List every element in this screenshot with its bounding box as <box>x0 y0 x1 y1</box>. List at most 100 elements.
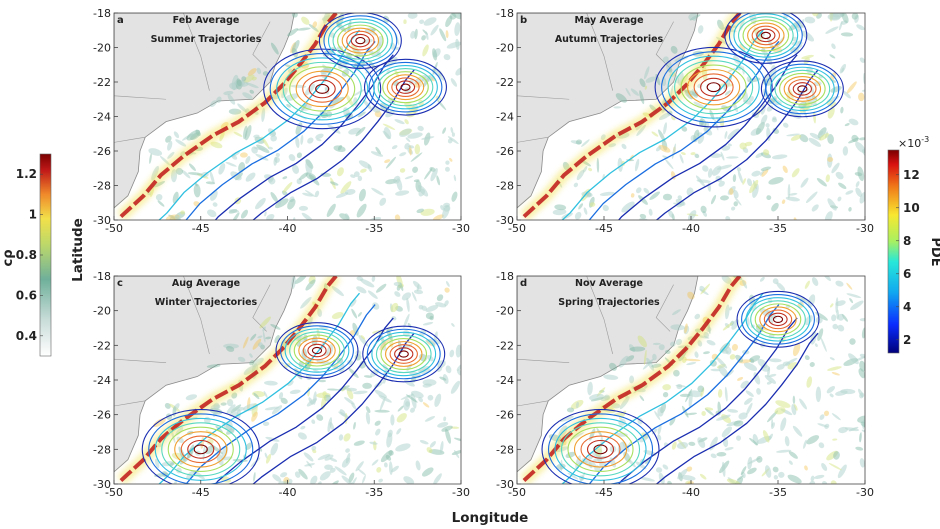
x-tick-label: -40 <box>279 222 297 235</box>
pde-contour-ring <box>377 68 434 107</box>
right-colorbar-tick-label: 2 <box>903 333 911 347</box>
pde-contour-ring <box>756 28 776 43</box>
pde-contour-ring <box>187 439 215 459</box>
pde-contour-ring <box>263 48 382 130</box>
pde-contour-ring <box>341 27 380 54</box>
state-border <box>517 95 570 100</box>
state-border <box>517 400 549 407</box>
y-tick-label: -30 <box>496 214 514 227</box>
land-mass <box>517 276 699 473</box>
pde-contour-ring <box>308 79 336 99</box>
pde-contour-ring <box>580 435 621 464</box>
y-tick-label: -18 <box>496 270 514 283</box>
pde-contour-low <box>588 41 780 220</box>
pde-contour-low <box>158 292 361 484</box>
state-border <box>252 284 271 332</box>
y-tick-label: -24 <box>496 374 514 387</box>
pde-contour-ring <box>747 22 785 49</box>
left-colorbar-tick-label: 0.4 <box>16 329 37 343</box>
left-colorbar-tick-label: 0.6 <box>16 288 37 302</box>
state-border <box>517 358 570 363</box>
right-colorbar-tick-label: 8 <box>903 234 911 248</box>
pde-contour-low <box>655 332 819 484</box>
y-tick-label: -26 <box>93 409 111 422</box>
pde-contour-ring <box>728 13 803 61</box>
y-tick-label: -20 <box>496 305 514 318</box>
x-tick-label: -50 <box>105 486 123 499</box>
pde-contour-ring <box>760 31 771 40</box>
pde-contour-ring <box>315 83 330 94</box>
y-tick-label: -22 <box>496 76 514 89</box>
state-border <box>586 13 613 91</box>
y-tick-label: -22 <box>93 76 111 89</box>
pde-contour-ring <box>567 426 634 472</box>
x-tick-label: -50 <box>508 222 526 235</box>
pde-contour-low <box>617 317 798 484</box>
y-axis-label: Latitude <box>70 218 86 282</box>
pde-contour-ring <box>783 75 822 102</box>
pde-contour-ring <box>400 83 411 91</box>
pde-contour-ring <box>586 439 615 459</box>
pde-contour-ring <box>346 30 375 51</box>
state-border <box>517 136 549 143</box>
y-tick-label: -24 <box>496 111 514 124</box>
y-tick-label: -18 <box>93 270 111 283</box>
shelf-band <box>522 276 742 483</box>
y-tick-label: -28 <box>496 443 514 456</box>
state-border <box>183 13 210 91</box>
pde-contour-ring <box>654 46 773 128</box>
y-tick-label: -28 <box>93 443 111 456</box>
x-axis-label: Longitude <box>452 510 529 526</box>
pde-contour-ring <box>779 72 826 105</box>
land-mass <box>517 13 699 209</box>
panel-title: Nov Average <box>575 278 643 289</box>
pde-contour-ring <box>382 71 429 104</box>
pde-contour-ring <box>161 422 241 477</box>
shelf-band <box>119 13 338 219</box>
pde-contour-low <box>561 29 764 220</box>
state-border <box>114 400 146 407</box>
panel-c: -50 -45 -40 -35 -30 -18 -20 -22 -24 -26 -28 -30 c Aug… <box>93 270 470 499</box>
x-tick-label: -40 <box>279 486 297 499</box>
pde-contour-ring <box>389 344 418 364</box>
panel-subtitle: Autumn Trajectories <box>555 34 664 45</box>
c-rho-field <box>552 13 865 220</box>
panel-title: Aug Average <box>172 278 240 289</box>
pde-contour-ring <box>362 325 446 383</box>
pde-contour-ring <box>167 426 234 472</box>
pde-contour-ring <box>395 80 416 94</box>
pde-contour-ring <box>394 347 414 361</box>
pde-contour-ring <box>687 68 741 106</box>
panel-letter: d <box>520 278 527 289</box>
pde-contour-ring <box>371 331 437 377</box>
pde-contour-ring <box>797 85 808 93</box>
x-tick-label: -45 <box>595 486 613 499</box>
pde-contour-ring <box>298 337 336 364</box>
pde-contour-ring <box>593 444 608 455</box>
pde-contour-ring <box>295 70 349 108</box>
x-tick-label: -35 <box>365 486 383 499</box>
x-tick-label: -30 <box>452 222 470 235</box>
state-border <box>114 136 146 143</box>
y-tick-label: -20 <box>93 42 111 55</box>
panel-letter: b <box>520 15 527 26</box>
pde-contour-ring <box>736 290 820 348</box>
y-tick-label: -22 <box>93 339 111 352</box>
state-border <box>655 21 674 69</box>
pde-contour-ring <box>792 82 813 96</box>
pde-contour-ring <box>742 19 790 52</box>
panel-subtitle: Spring Trajectories <box>558 297 660 308</box>
pde-contour-ring <box>774 69 831 109</box>
pde-contour-ring <box>667 55 760 119</box>
right-colorbar-tick-label: 12 <box>903 168 920 182</box>
shelf-band <box>522 13 742 219</box>
x-tick-label: -30 <box>452 486 470 499</box>
x-tick-label: -45 <box>595 222 613 235</box>
pde-contour-ring <box>547 413 654 484</box>
right-colorbar-tick-label: 10 <box>903 201 920 215</box>
pde-contour-ring <box>380 337 428 371</box>
land-mass <box>114 13 295 209</box>
pde-contour-ring <box>180 435 221 464</box>
pde-contour-ring <box>768 312 788 327</box>
